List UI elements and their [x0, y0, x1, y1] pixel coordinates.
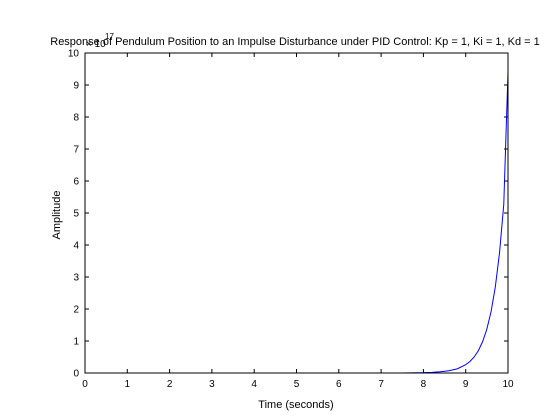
y-tick-label: 3: [73, 273, 79, 284]
y-tick-label: 9: [73, 81, 79, 92]
y-exponent-power: 17: [105, 32, 114, 41]
y-tick-label: 1: [73, 337, 79, 348]
x-tick-label: 3: [209, 379, 215, 390]
y-axis-label: Amplitude: [51, 191, 63, 240]
x-tick-label: 9: [463, 379, 469, 390]
y-tick-label: 0: [73, 369, 79, 380]
y-tick-label: 6: [73, 177, 79, 188]
x-tick-labels: 0 1 2 3 4 5 6 7 8 9 10: [82, 379, 514, 390]
x-tick-label: 1: [125, 379, 131, 390]
x-axis-label: Time (seconds): [258, 399, 333, 411]
x-tick-label: 5: [294, 379, 300, 390]
x-tick-label: 7: [378, 379, 384, 390]
chart-title: Response of Pendulum Position to an Impu…: [50, 36, 539, 48]
x-tick-label: 10: [502, 379, 514, 390]
plot-frame: [84, 52, 509, 374]
y-tick-label: 4: [73, 241, 79, 252]
y-tick-label: 7: [73, 145, 79, 156]
y-tick-label: 5: [73, 209, 79, 220]
y-tick-labels: 0 1 2 3 4 5 6 7 8 9 10: [68, 49, 80, 380]
x-tick-label: 4: [251, 379, 257, 390]
x-tick-label: 2: [167, 379, 173, 390]
y-exponent-base: × 10: [86, 39, 106, 50]
y-tick-label: 8: [73, 113, 79, 124]
y-tick-label: 2: [73, 305, 79, 316]
x-tick-label: 6: [336, 379, 342, 390]
x-tick-label: 8: [421, 379, 427, 390]
x-tick-label: 0: [82, 379, 88, 390]
y-tick-label: 10: [68, 49, 80, 60]
plot-area: [85, 53, 508, 373]
